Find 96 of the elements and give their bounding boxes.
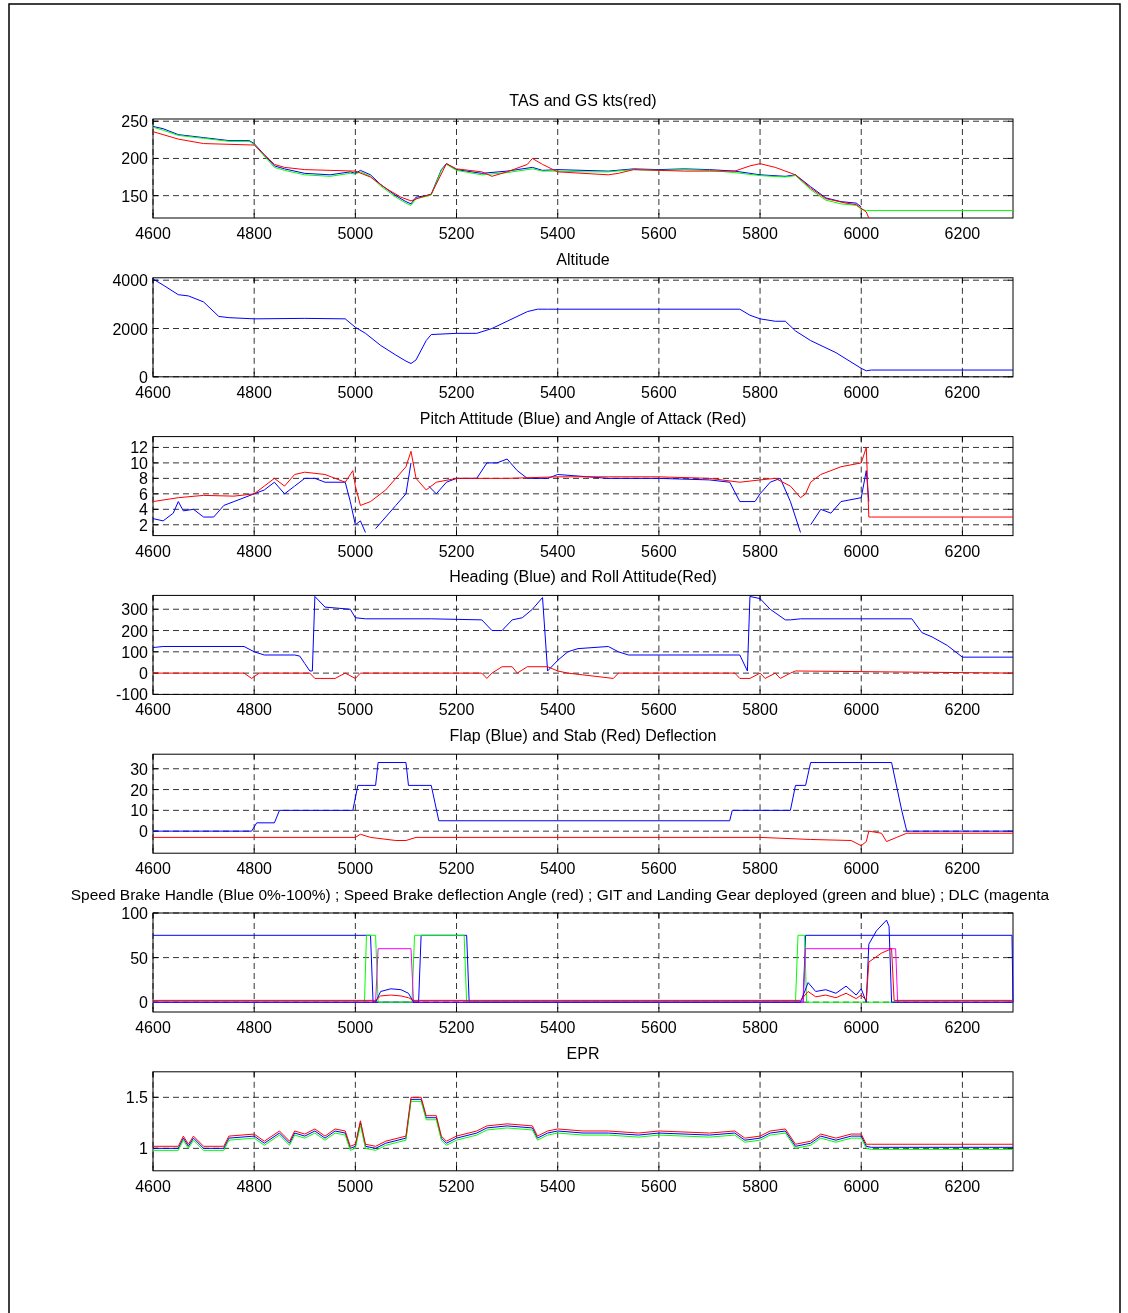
x-tick-label: 5000: [337, 1019, 374, 1036]
y-tick-label: 0: [139, 994, 149, 1012]
x-tick-label: 5800: [742, 225, 778, 242]
x-tick-label: 6200: [944, 860, 981, 878]
x-tick-label: 5200: [438, 383, 475, 401]
y-tick-label: 100: [121, 643, 149, 661]
x-tick-label: 5400: [539, 383, 576, 401]
x-tick-label: 4800: [236, 383, 273, 401]
x-tick-label: 6200: [944, 542, 981, 560]
x-tick-label: 5600: [641, 701, 677, 719]
x-tick-label: 5800: [742, 1177, 778, 1195]
x-tick-label: 6000: [843, 860, 880, 878]
y-tick-label: 0: [139, 665, 149, 683]
x-tick-label: 5600: [641, 225, 677, 242]
y-tick-label: 4: [139, 501, 149, 519]
x-tick-label: 5400: [539, 860, 576, 878]
y-tick-label: 250: [121, 113, 149, 131]
x-tick-label: 5400: [539, 1019, 576, 1036]
chart-title: Flap (Blue) and Stab (Red) Deflection: [449, 727, 717, 745]
x-tick-label: 6000: [843, 225, 880, 242]
x-tick-label: 4800: [236, 1177, 273, 1195]
y-tick-label: 1.5: [125, 1089, 149, 1107]
x-tick-label: 6200: [944, 1177, 981, 1195]
x-tick-label: 4600: [135, 701, 171, 719]
x-tick-label: 5400: [539, 225, 576, 242]
y-tick-label: 20: [130, 781, 149, 799]
x-tick-label: 4800: [236, 1019, 273, 1036]
x-tick-label: 4600: [135, 542, 171, 560]
x-tick-label: 6000: [843, 1019, 880, 1036]
x-tick-label: 5600: [641, 383, 677, 401]
y-tick-label: 150: [121, 187, 149, 205]
x-tick-label: 4600: [135, 1177, 171, 1195]
y-tick-label: 2000: [112, 320, 149, 338]
chart-title: Heading (Blue) and Roll Attitude(Red): [449, 568, 717, 586]
x-tick-label: 6000: [843, 383, 880, 401]
y-tick-label: 200: [121, 150, 149, 168]
x-tick-label: 5600: [641, 1177, 677, 1195]
y-tick-label: 0: [139, 368, 149, 386]
x-tick-label: 5800: [742, 383, 778, 401]
x-tick-label: 4600: [135, 860, 171, 878]
x-tick-label: 5600: [641, 542, 677, 560]
y-tick-label: 30: [130, 760, 149, 778]
x-tick-label: 4800: [236, 225, 273, 242]
x-tick-label: 4800: [236, 860, 273, 878]
y-tick-label: -100: [115, 686, 149, 704]
y-tick-label: 100: [121, 905, 149, 922]
x-tick-label: 5200: [438, 542, 475, 560]
chart-title: EPR: [566, 1044, 600, 1062]
x-tick-label: 4600: [135, 383, 171, 401]
x-tick-label: 4800: [236, 701, 273, 719]
y-tick-label: 300: [121, 601, 149, 619]
x-tick-label: 5200: [438, 860, 475, 878]
x-tick-label: 5400: [539, 542, 576, 560]
chart-title: Pitch Attitude (Blue) and Angle of Attack (Red): [419, 409, 747, 427]
x-tick-label: 5000: [337, 701, 374, 719]
y-tick-label: 50: [130, 949, 149, 967]
x-tick-label: 5400: [539, 1177, 576, 1195]
y-tick-label: 4000: [112, 272, 149, 290]
y-tick-label: 8: [139, 470, 149, 488]
y-tick-label: 200: [121, 622, 149, 640]
x-tick-label: 5200: [438, 701, 475, 719]
chart-title: Altitude: [556, 250, 610, 268]
x-tick-label: 6200: [944, 225, 981, 242]
y-tick-label: 6: [139, 485, 149, 503]
x-tick-label: 5200: [438, 1019, 475, 1036]
x-tick-label: 5200: [438, 1177, 475, 1195]
y-tick-label: 1: [139, 1140, 149, 1158]
x-tick-label: 5200: [438, 225, 475, 242]
x-tick-label: 5800: [742, 1019, 778, 1036]
x-tick-label: 5400: [539, 701, 576, 719]
x-tick-label: 5800: [742, 542, 778, 560]
x-tick-label: 5000: [337, 225, 374, 242]
chart-title: TAS and GS kts(red): [509, 92, 657, 109]
x-tick-label: 4600: [135, 225, 171, 242]
x-tick-label: 6200: [944, 701, 981, 719]
y-tick-label: 2: [139, 516, 149, 534]
x-tick-label: 6000: [843, 542, 880, 560]
x-tick-label: 4800: [236, 542, 273, 560]
y-tick-label: 10: [130, 802, 149, 820]
x-tick-label: 6200: [944, 383, 981, 401]
x-tick-label: 5000: [337, 1177, 374, 1195]
x-tick-label: 5000: [337, 542, 374, 560]
x-tick-label: 6200: [944, 1019, 981, 1036]
x-tick-label: 6000: [843, 1177, 880, 1195]
x-tick-label: 4600: [135, 1019, 171, 1036]
chart-title: Speed Brake Handle (Blue 0%-100%) ; Speed Brake deflection Angle (red) ; GIT and Landing Gear deployed (green and blue) ; DLC (magenta: [70, 886, 1050, 903]
x-tick-label: 5600: [641, 860, 677, 878]
x-tick-label: 5600: [641, 1019, 677, 1036]
y-tick-label: 10: [130, 454, 149, 472]
y-tick-label: 12: [130, 439, 149, 457]
x-tick-label: 5800: [742, 860, 778, 878]
x-tick-label: 5000: [337, 383, 374, 401]
y-tick-label: 0: [139, 823, 149, 841]
x-tick-label: 5800: [742, 701, 778, 719]
x-tick-label: 5000: [337, 860, 374, 878]
x-tick-label: 6000: [843, 701, 880, 719]
